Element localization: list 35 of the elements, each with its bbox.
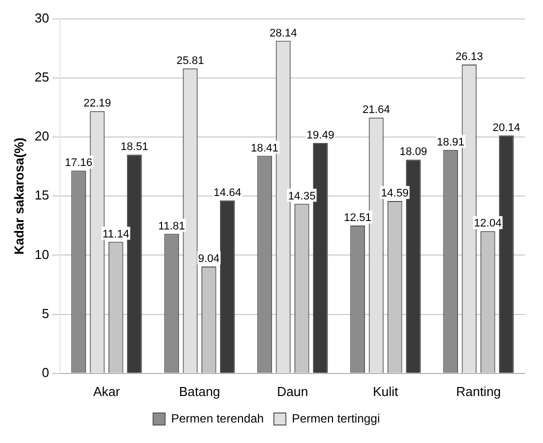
y-tick-label: 15 <box>34 188 50 203</box>
data-label: 14.64 <box>214 186 242 199</box>
data-label: 9.04 <box>198 253 220 266</box>
data-label: 25.81 <box>176 54 204 67</box>
y-tick-label: 20 <box>34 128 50 144</box>
data-label: 12.51 <box>344 212 372 224</box>
data-label: 11.14 <box>102 228 130 240</box>
data-label: 20.14 <box>492 122 520 134</box>
y-axis-title: Kadar sakarosa(%) <box>11 138 26 255</box>
data-label: 21.64 <box>362 104 390 116</box>
x-tick-label: Ranting <box>456 384 501 399</box>
data-label: 26.13 <box>455 51 483 64</box>
data-label: 14.35 <box>288 190 316 202</box>
x-tick-label: Akar <box>93 384 121 399</box>
data-label: 18.09 <box>400 146 428 158</box>
data-label: 22.19 <box>83 98 112 110</box>
x-tick-label: Kulit <box>372 384 399 399</box>
data-label: 14.59 <box>381 187 409 200</box>
y-tick-label: 0 <box>42 364 50 380</box>
data-label: 18.51 <box>120 141 148 154</box>
data-label: 19.49 <box>306 130 334 142</box>
y-tick-label: 30 <box>34 10 50 26</box>
legend-label: Permen terendah <box>171 411 264 426</box>
y-tick-label: 10 <box>34 246 50 262</box>
y-tick-label: 5 <box>42 306 50 321</box>
data-label: 11.81 <box>158 220 186 232</box>
data-label: 18.41 <box>250 142 278 154</box>
data-label: 18.91 <box>436 136 464 148</box>
data-label: 28.14 <box>269 27 297 40</box>
x-tick-label: Daun <box>276 384 308 399</box>
y-tick-label: 25 <box>34 69 50 84</box>
legend-label: Permen tertinggi <box>292 411 380 426</box>
x-tick-label: Batang <box>178 384 220 399</box>
data-label: 17.16 <box>64 157 92 170</box>
data-label: 12.04 <box>474 218 502 230</box>
